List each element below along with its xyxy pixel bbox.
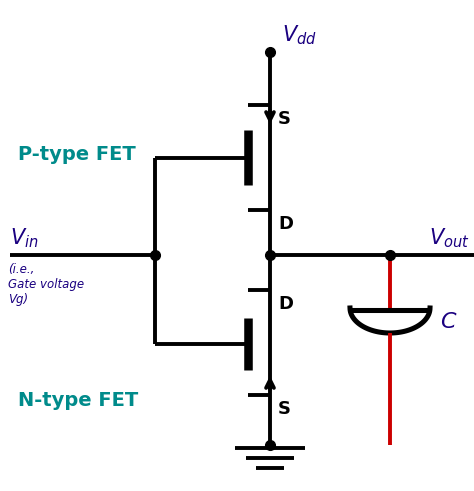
Text: D: D — [278, 215, 293, 233]
Text: $V_{in}$: $V_{in}$ — [10, 226, 38, 250]
Text: P-type FET: P-type FET — [18, 145, 136, 164]
Text: $V_{out}$: $V_{out}$ — [429, 226, 470, 250]
Text: $C$: $C$ — [440, 311, 457, 331]
Text: S: S — [278, 400, 291, 418]
Text: S: S — [278, 110, 291, 128]
Text: N-type FET: N-type FET — [18, 390, 138, 409]
Text: (i.e.,
Gate voltage
Vg): (i.e., Gate voltage Vg) — [8, 263, 84, 306]
Text: $V_{dd}$: $V_{dd}$ — [282, 24, 317, 47]
Text: D: D — [278, 295, 293, 313]
